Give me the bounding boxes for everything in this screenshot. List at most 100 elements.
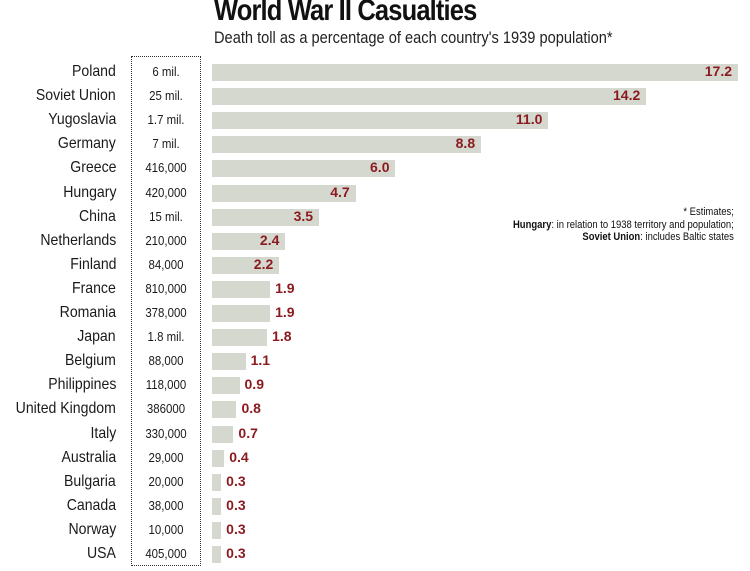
bar <box>212 546 222 563</box>
bar-row: Australia 29,000 0.4 <box>0 447 750 471</box>
death-count: 416,000 <box>145 160 187 176</box>
value-label: 0.9 <box>244 376 264 393</box>
footnote-hungary: Hungary: in relation to 1938 territory a… <box>513 219 734 232</box>
death-count: 10,000 <box>148 521 184 537</box>
death-count: 810,000 <box>145 280 187 296</box>
value-label: 2.4 <box>259 231 280 248</box>
death-count: 20,000 <box>148 473 184 489</box>
bar <box>212 521 222 539</box>
bar <box>212 280 271 298</box>
bar-row: Japan 1.8 mil. 1.8 <box>0 326 750 350</box>
death-count: 210,000 <box>145 232 187 248</box>
value-label: 0.3 <box>226 545 246 561</box>
bar-row: Greece 416,000 6.0 <box>0 157 750 181</box>
country-label: Norway <box>68 520 116 538</box>
bar-row: France 810,000 1.9 <box>0 278 750 302</box>
country-label: Yugoslavia <box>47 111 116 129</box>
bar-row: Norway 10,000 0.3 <box>0 519 750 543</box>
death-count: 405,000 <box>145 546 187 561</box>
country-label: Poland <box>72 63 116 80</box>
value-label: 0.4 <box>229 448 249 465</box>
bar <box>212 353 246 371</box>
death-count: 118,000 <box>145 377 187 393</box>
country-label: France <box>72 279 116 297</box>
death-count: 378,000 <box>145 305 187 320</box>
bar-row: Belgium 88,000 1.1 <box>0 350 750 374</box>
country-label: Netherlands <box>40 231 116 249</box>
country-label: Italy <box>90 424 116 442</box>
bar-row: Netherlands 210,000 2.4 <box>0 230 750 254</box>
country-label: Philippines <box>47 376 116 394</box>
bar-row: China 15 mil. 3.5 <box>0 206 750 230</box>
bar-row: Canada 38,000 0.3 <box>0 495 750 519</box>
death-count: 1.8 mil. <box>147 329 185 345</box>
value-label: 1.9 <box>275 279 295 296</box>
death-count: 386000 <box>146 401 186 417</box>
value-label: 0.7 <box>238 424 258 441</box>
country-label: Soviet Union <box>36 87 116 105</box>
death-count: 88,000 <box>148 353 184 369</box>
value-label: 4.7 <box>330 183 350 200</box>
value-label: 8.8 <box>455 135 476 152</box>
bar <box>212 208 320 226</box>
bar <box>212 64 738 81</box>
bar-row: Romania 378,000 1.9 <box>0 302 750 326</box>
death-count: 7 mil. <box>152 136 180 152</box>
value-label: 2.2 <box>253 255 274 272</box>
bar-row: United Kingdom 386000 0.8 <box>0 398 750 422</box>
value-label: 1.8 <box>272 328 292 345</box>
death-count: 84,000 <box>148 256 184 272</box>
bar <box>212 112 549 130</box>
bar-row: Hungary 420,000 4.7 <box>0 182 750 206</box>
chart-title: World War II Casualties <box>214 0 477 27</box>
value-label: 14.2 <box>613 87 641 104</box>
bar-row: Finland 84,000 2.2 <box>0 254 750 278</box>
country-label: Hungary <box>62 183 116 201</box>
value-label: 6.0 <box>370 159 390 176</box>
bar-row: Germany 7 mil. 8.8 <box>0 133 750 157</box>
footnotes: * Estimates; Hungary: in relation to 193… <box>513 206 734 244</box>
death-count: 29,000 <box>148 449 184 465</box>
country-label: Romania <box>59 304 116 321</box>
bar <box>212 449 225 467</box>
value-label: 17.2 <box>704 63 732 79</box>
bar <box>212 88 647 106</box>
bar <box>212 136 482 154</box>
value-label: 0.3 <box>226 520 246 537</box>
country-label: USA <box>87 545 116 562</box>
bar <box>212 160 396 178</box>
value-label: 0.3 <box>226 496 246 513</box>
bar <box>212 497 222 515</box>
bar-row: Yugoslavia 1.7 mil. 11.0 <box>0 109 750 133</box>
bar-row: Philippines 118,000 0.9 <box>0 374 750 398</box>
bar-row: Poland 6 mil. 17.2 <box>0 61 750 85</box>
value-label: 11.0 <box>515 111 543 128</box>
footnote-soviet-label: Soviet Union <box>582 231 641 243</box>
country-label: Australia <box>61 448 116 466</box>
death-count: 6 mil. <box>152 64 180 79</box>
bar <box>212 473 222 491</box>
value-label: 0.8 <box>241 400 261 417</box>
value-label: 3.5 <box>293 207 314 224</box>
bar-row: Bulgaria 20,000 0.3 <box>0 471 750 495</box>
footnote-hungary-label: Hungary <box>513 218 552 231</box>
death-count: 1.7 mil. <box>147 112 185 128</box>
death-count: 15 mil. <box>149 208 183 224</box>
value-label: 0.3 <box>226 472 246 489</box>
footnote-hungary-text: : in relation to 1938 territory and popu… <box>551 218 734 231</box>
country-label: Finland <box>69 255 116 273</box>
country-label: Greece <box>69 159 116 177</box>
country-label: United Kingdom <box>15 400 116 418</box>
value-label: 1.9 <box>275 304 295 320</box>
bar-row: USA 405,000 0.3 <box>0 543 750 567</box>
death-count: 330,000 <box>145 425 187 441</box>
chart-subtitle: Death toll as a percentage of each count… <box>214 28 613 47</box>
deaths-column-box <box>131 56 201 566</box>
footnote-soviet: Soviet Union: includes Baltic states <box>513 231 734 244</box>
bar <box>212 184 356 202</box>
death-count: 38,000 <box>148 497 184 513</box>
country-label: Belgium <box>65 352 116 370</box>
bar <box>212 232 286 250</box>
death-count: 25 mil. <box>149 88 183 104</box>
